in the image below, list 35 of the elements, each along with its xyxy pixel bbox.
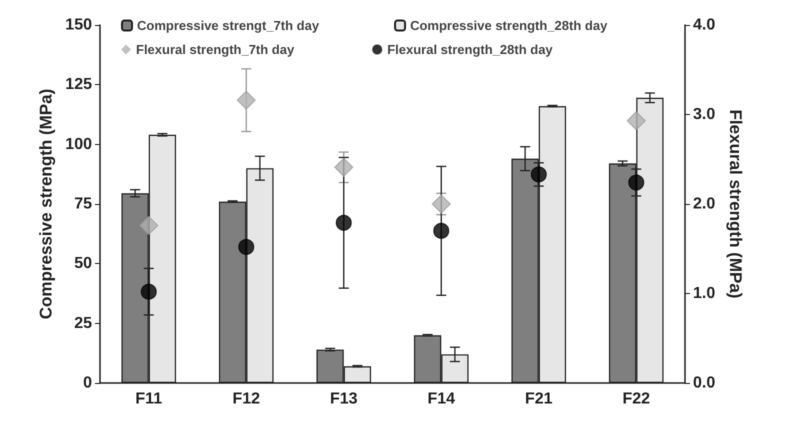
y2-tick-label: 1.0 (693, 285, 716, 302)
point (626, 111, 646, 130)
point (238, 238, 254, 255)
y-tick-label: 150 (65, 16, 92, 34)
y-axis-title: Compressive strength (MPa) (36, 88, 56, 320)
legend-label: Flexural strength_28th day (387, 42, 554, 57)
x-tick-label: F11 (135, 390, 162, 408)
point (336, 214, 352, 231)
point (530, 166, 547, 182)
y-tick-label: 125 (65, 76, 92, 94)
legend-label: Compressive strength_28th day (410, 18, 608, 33)
point (140, 284, 157, 300)
y2-tick-label: 4.0 (693, 16, 716, 34)
y2-axis-title: Flexural strength (MPa) (726, 110, 745, 298)
point (334, 158, 354, 177)
y-tick-label: 100 (65, 136, 92, 153)
y2-tick-label: 0.0 (693, 374, 716, 392)
point (433, 222, 450, 239)
point (236, 90, 256, 110)
legend-label: Flexural strength_7th day (136, 42, 295, 57)
y-tick-label: 25 (74, 314, 92, 332)
x-tick-label: F14 (427, 390, 456, 408)
point (432, 194, 451, 214)
y-tick-label: 75 (74, 196, 92, 212)
legend-label: Compressive strengt_7th day (137, 18, 320, 33)
point (628, 174, 644, 191)
point (139, 216, 158, 235)
x-tick-label: F21 (524, 390, 553, 408)
y-tick-label: 0 (83, 374, 92, 392)
y-tick-label: 50 (74, 255, 92, 272)
y2-tick-label: 2.0 (693, 196, 716, 212)
x-tick-label: F13 (330, 390, 358, 408)
x-tick-label: F22 (622, 390, 650, 408)
y2-tick-label: 3.0 (693, 106, 716, 123)
x-tick-label: F12 (232, 390, 260, 408)
